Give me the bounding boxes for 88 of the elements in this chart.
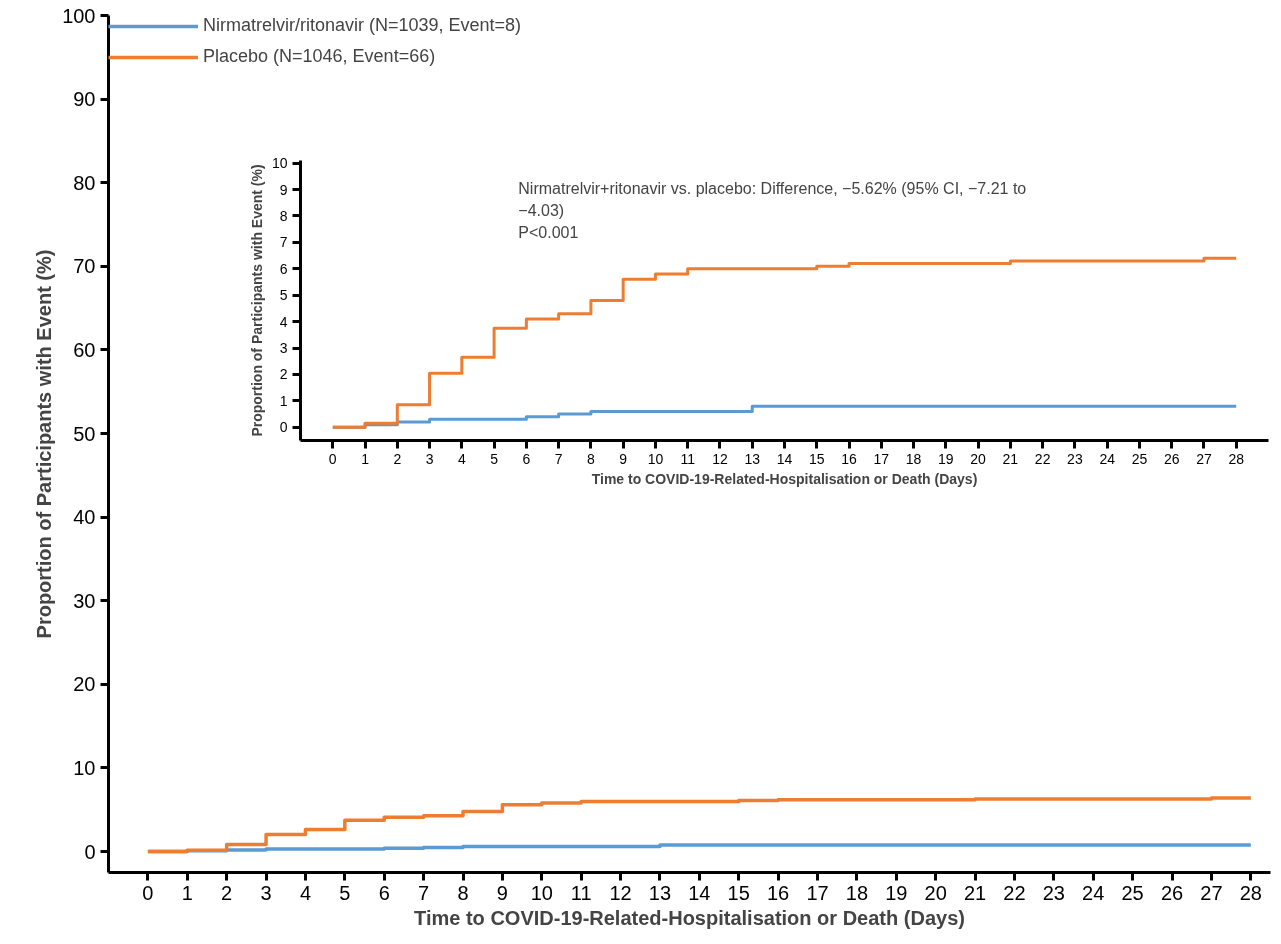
- y-tick-label: 70: [73, 255, 96, 278]
- x-tick-label: 0: [142, 881, 154, 904]
- x-tick-label: 5: [490, 450, 499, 467]
- y-tick-label: 1: [279, 392, 288, 409]
- y-tick-label: 5: [279, 287, 288, 304]
- x-tick-label: 23: [1042, 881, 1065, 904]
- legend-label: Placebo (N=1046, Event=66): [203, 46, 436, 67]
- x-tick-label: 16: [841, 450, 858, 467]
- x-tick-label: 26: [1163, 450, 1180, 467]
- y-axis-title: Proportion of Participants with Event (%): [248, 164, 265, 437]
- x-tick-label: 18: [845, 881, 869, 904]
- x-tick-label: 25: [1121, 881, 1144, 904]
- y-tick-label: 30: [73, 589, 96, 612]
- x-tick-label: 1: [361, 450, 370, 467]
- x-tick-label: 11: [570, 881, 592, 904]
- x-tick-label: 10: [530, 881, 553, 904]
- x-tick-label: 9: [619, 450, 628, 467]
- x-tick-label: 23: [1067, 450, 1083, 467]
- x-tick-label: 17: [873, 450, 890, 467]
- x-tick-label: 12: [712, 450, 728, 467]
- y-tick-label: 2: [279, 366, 288, 383]
- x-tick-label: 13: [744, 450, 761, 467]
- x-tick-label: 7: [554, 450, 563, 467]
- y-tick-label: 10: [271, 155, 288, 172]
- x-tick-label: 5: [339, 881, 351, 904]
- x-tick-label: 22: [1034, 450, 1051, 467]
- x-tick-label: 18: [905, 450, 922, 467]
- y-tick-label: 9: [279, 181, 288, 198]
- y-tick-label: 100: [62, 4, 96, 27]
- x-tick-label: 8: [587, 450, 596, 467]
- x-tick-label: 26: [1160, 881, 1184, 904]
- y-tick-label: 0: [279, 419, 288, 436]
- y-tick-label: 90: [73, 88, 96, 111]
- x-tick-label: 22: [1003, 881, 1026, 904]
- x-tick-label: 20: [970, 450, 987, 467]
- y-tick-label: 0: [84, 840, 96, 863]
- x-tick-label: 21: [963, 881, 987, 904]
- x-tick-label: 6: [378, 881, 390, 904]
- x-tick-label: 12: [609, 881, 632, 904]
- y-tick-label: 20: [73, 673, 96, 696]
- y-tick-label: 40: [73, 506, 96, 529]
- x-tick-label: 13: [648, 881, 672, 904]
- x-tick-label: 15: [727, 881, 750, 904]
- x-tick-label: 20: [924, 881, 947, 904]
- x-tick-label: 28: [1239, 881, 1262, 904]
- x-tick-label: 27: [1196, 450, 1212, 467]
- x-tick-label: 2: [221, 881, 233, 904]
- y-axis-title: Proportion of Participants with Event (%): [33, 249, 56, 639]
- x-tick-label: 11: [680, 450, 696, 467]
- x-tick-label: 16: [767, 881, 790, 904]
- legend-label: Nirmatrelvir/ritonavir (N=1039, Event=8): [203, 15, 522, 36]
- x-axis-title: Time to COVID-19-Related-Hospitalisation or Death (Days): [591, 470, 978, 487]
- x-tick-label: 10: [647, 450, 664, 467]
- y-tick-label: 60: [73, 338, 96, 361]
- x-tick-label: 3: [260, 881, 272, 904]
- y-tick-label: 10: [73, 756, 96, 779]
- annotation: Nirmatrelvir+ritonavir vs. placebo: Difference, −5.62% (95% CI, −7.21 to −4.03): [518, 180, 1027, 219]
- y-tick-label: 80: [73, 171, 96, 194]
- x-tick-label: 0: [328, 450, 337, 467]
- x-tick-label: 6: [522, 450, 531, 467]
- x-tick-label: 25: [1131, 450, 1148, 467]
- x-tick-label: 15: [808, 450, 825, 467]
- x-axis-title: Time to COVID-19-Related-Hospitalisation or Death (Days): [414, 906, 965, 929]
- x-tick-label: 28: [1228, 450, 1245, 467]
- annotation: P<0.001: [518, 223, 579, 241]
- x-tick-label: 21: [1002, 450, 1019, 467]
- x-tick-label: 17: [806, 881, 829, 904]
- y-tick-label: 7: [279, 234, 288, 251]
- x-tick-label: 2: [393, 450, 402, 467]
- x-tick-label: 24: [1099, 450, 1116, 467]
- x-tick-label: 3: [425, 450, 434, 467]
- x-tick-label: 4: [457, 450, 466, 467]
- y-tick-label: 8: [279, 207, 288, 224]
- x-tick-label: 4: [299, 881, 312, 904]
- x-tick-label: 24: [1082, 881, 1105, 904]
- x-tick-label: 1: [181, 881, 193, 904]
- x-tick-label: 7: [418, 881, 430, 904]
- x-tick-label: 19: [938, 450, 954, 467]
- x-tick-label: 19: [885, 881, 908, 904]
- y-tick-label: 3: [279, 340, 288, 357]
- x-tick-label: 14: [688, 881, 711, 904]
- y-tick-label: 4: [279, 313, 288, 330]
- x-tick-label: 8: [457, 881, 469, 904]
- y-tick-label: 6: [279, 260, 288, 277]
- x-tick-label: 9: [496, 881, 508, 904]
- y-tick-label: 50: [73, 422, 96, 445]
- x-tick-label: 14: [776, 450, 793, 467]
- x-tick-label: 27: [1200, 881, 1223, 904]
